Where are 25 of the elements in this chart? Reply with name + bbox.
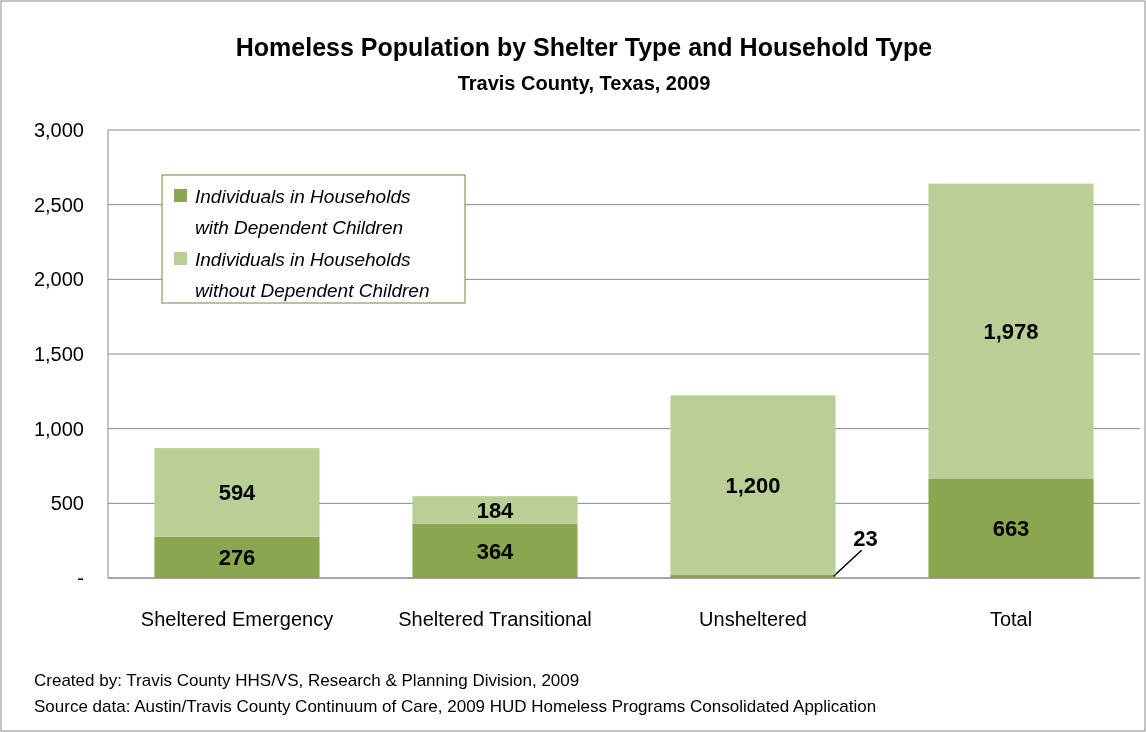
data-label: 1,978 bbox=[983, 319, 1039, 344]
y-tick-label: 1,500 bbox=[33, 343, 84, 365]
chart-subtitle: Travis County, Texas, 2009 bbox=[457, 72, 711, 94]
data-label: 276 bbox=[218, 545, 256, 571]
data-label: 23 bbox=[853, 525, 878, 551]
data-label: 184 bbox=[476, 497, 515, 523]
x-tick-label: Sheltered Emergency bbox=[140, 608, 334, 630]
legend-label: Individuals in Households with Dependent Children bbox=[195, 185, 411, 238]
legend-label: Individuals in Households without Dependent Children bbox=[195, 248, 430, 301]
y-tick-label: - bbox=[77, 567, 84, 589]
y-tick-label: 1,000 bbox=[33, 417, 84, 440]
y-tick-label: 2,000 bbox=[33, 268, 84, 291]
y-tick-label: 500 bbox=[50, 492, 84, 515]
data-label: 1,200 bbox=[725, 472, 781, 498]
chart-title: Homeless Population by Shelter Type and Household Type bbox=[235, 33, 933, 61]
x-tick-label: Sheltered Transitional bbox=[398, 608, 592, 630]
data-label: 663 bbox=[992, 516, 1030, 542]
text: Created by: Travis County HHS/VS, Research & Planning Division, 2009 bbox=[34, 671, 580, 690]
y-tick-label: 2,500 bbox=[33, 193, 84, 216]
x-tick-label: Unsheltered bbox=[699, 608, 807, 630]
data-label: 364 bbox=[476, 538, 515, 564]
y-tick-label: 3,000 bbox=[33, 119, 84, 141]
source-note: Source data: Austin/Travis County Continuum of Care, 2009 HUD Homeless Programs Consolidated Application bbox=[34, 697, 877, 716]
x-tick-label: Total bbox=[989, 608, 1033, 630]
data-label: 594 bbox=[218, 480, 257, 506]
